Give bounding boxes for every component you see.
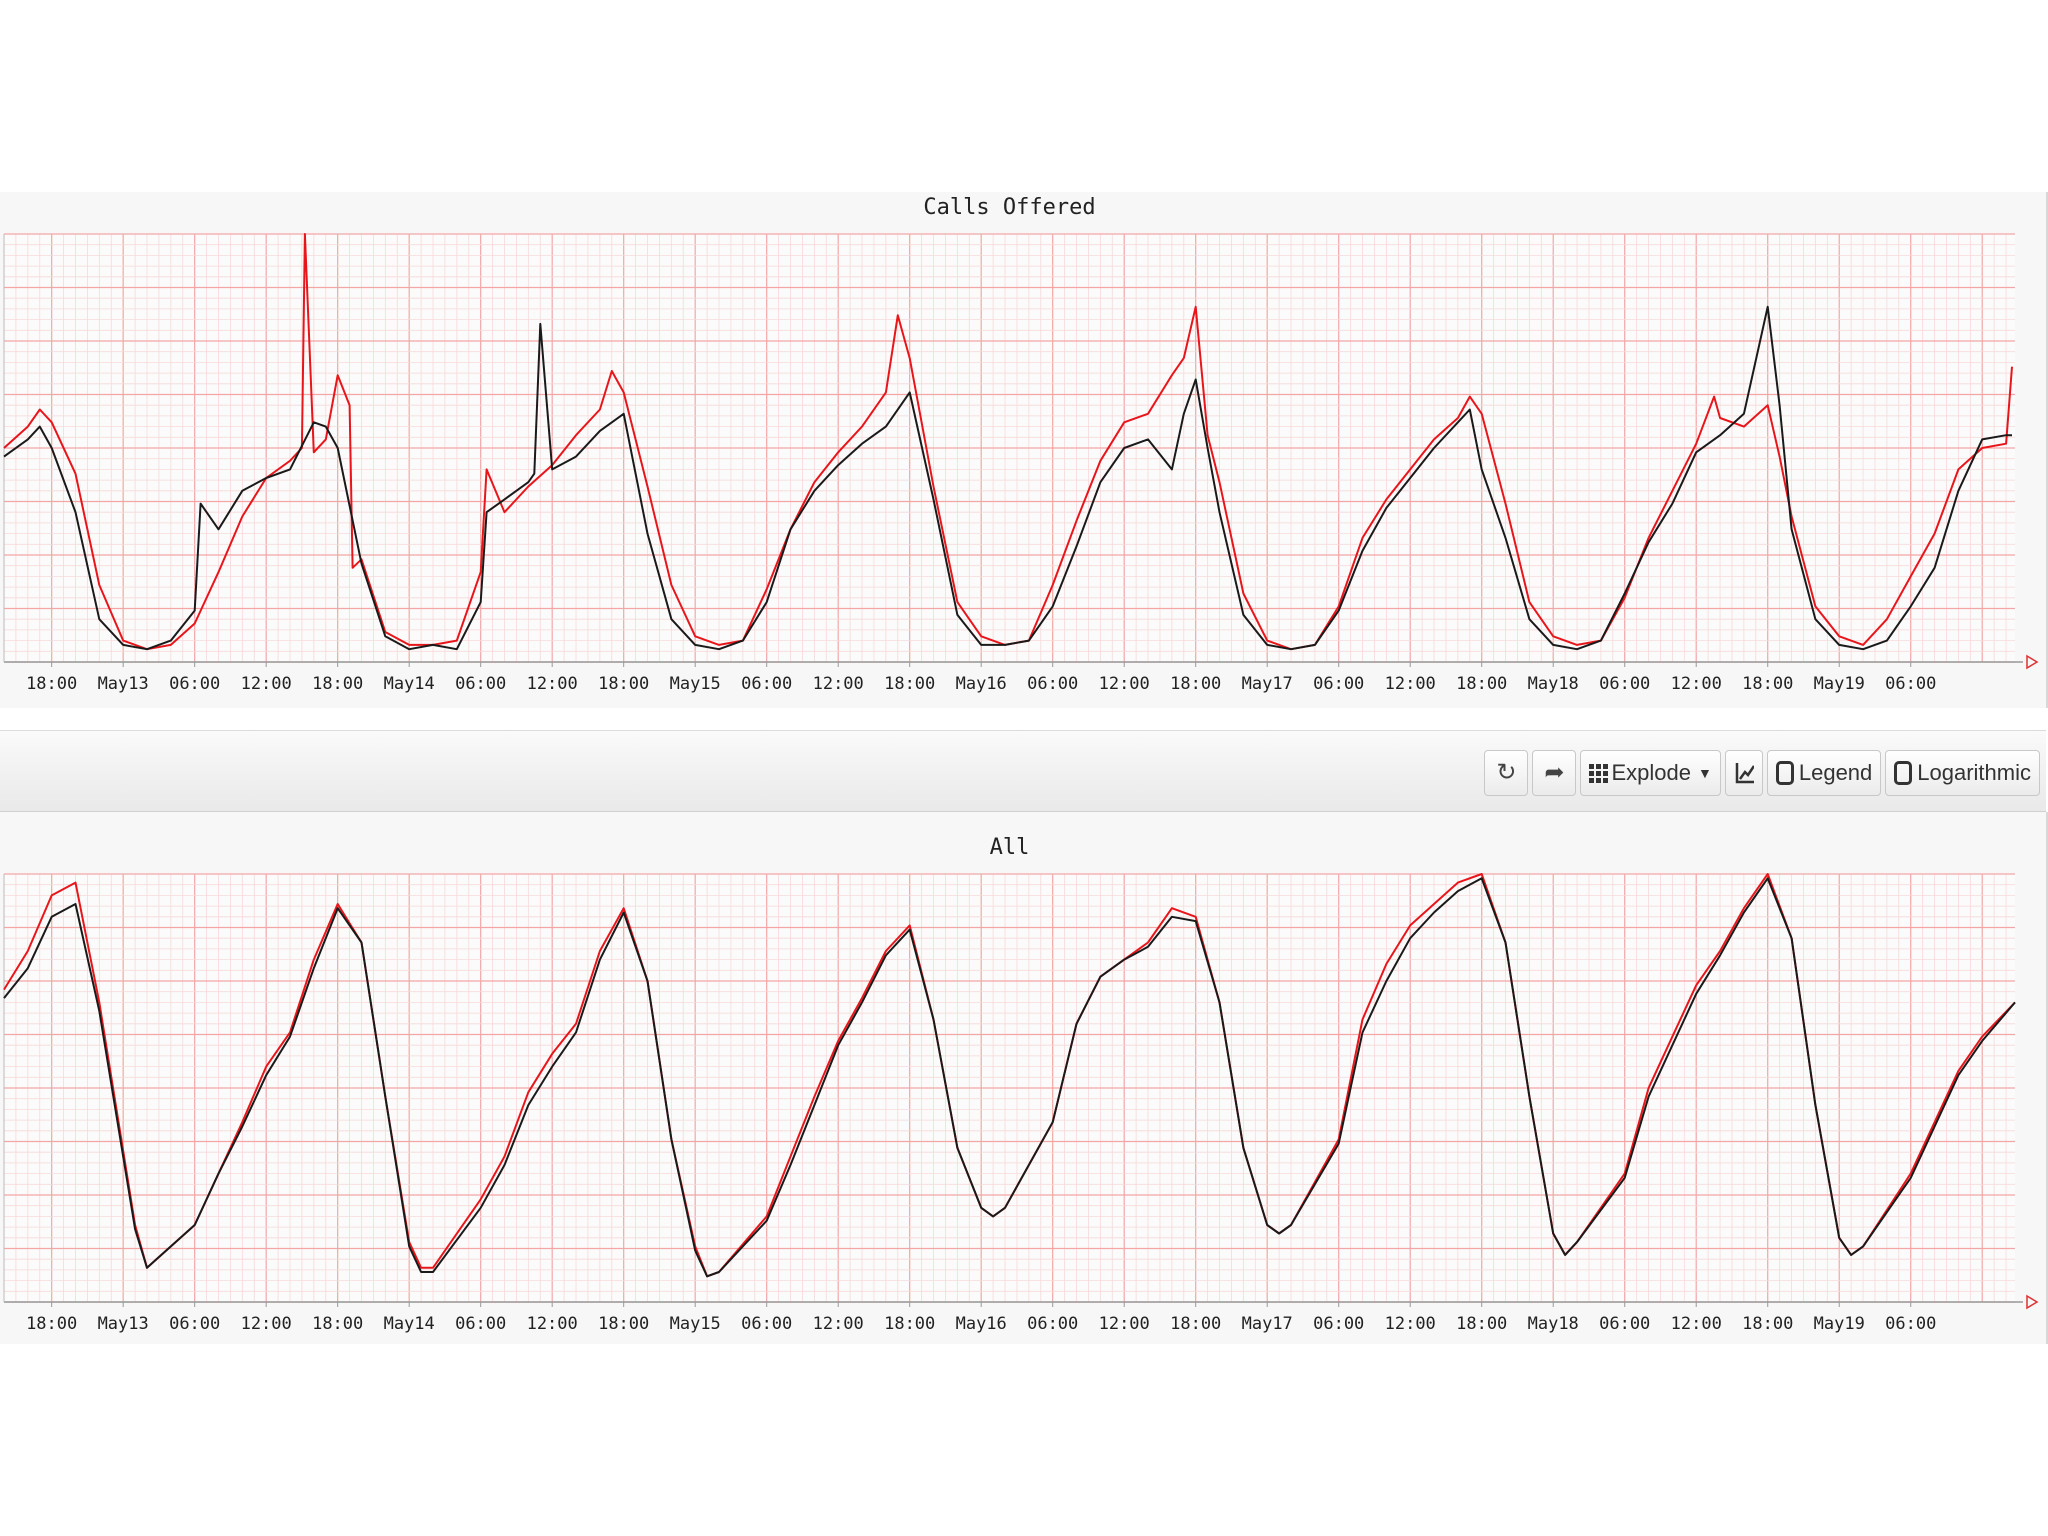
x-tick-label: 06:00	[741, 1314, 792, 1334]
x-tick-label: 12:00	[1671, 1314, 1722, 1334]
x-tick-label: 12:00	[241, 1314, 292, 1334]
x-tick-label: 18:00	[26, 1314, 77, 1334]
x-tick-label: May13	[98, 674, 149, 694]
x-tick-label: 06:00	[1599, 674, 1650, 694]
chart-type-button[interactable]	[1724, 750, 1763, 796]
x-tick-label: 06:00	[455, 1314, 506, 1334]
x-tick-label: 12:00	[241, 674, 292, 694]
series-line-black	[3, 305, 2012, 651]
legend-toggle[interactable]: Legend	[1766, 750, 1882, 796]
x-axis-arrow-icon	[2026, 654, 2039, 670]
series-line-red	[3, 233, 2013, 651]
x-tick-label: 06:00	[1027, 674, 1078, 694]
grid-icon	[1589, 763, 1609, 783]
x-tick-label: May13	[98, 1314, 149, 1334]
explode-label: Explode	[1611, 760, 1691, 785]
x-tick-label: 12:00	[813, 674, 864, 694]
calls-offered-chart: Calls Offered 18:00 May13 06:00 12:00 18:00 Ma…	[3, 195, 2039, 694]
line-chart-icon	[1735, 763, 1754, 784]
x-tick-label: 18:00	[598, 1314, 649, 1334]
x-tick-label: 18:00	[1456, 1314, 1507, 1334]
legend-label: Legend	[1798, 760, 1873, 785]
x-tick-label: May18	[1528, 674, 1579, 694]
x-tick-label: 06:00	[741, 674, 792, 694]
logarithmic-toggle[interactable]: Logarithmic	[1885, 750, 2040, 796]
x-tick-label: 12:00	[813, 1314, 864, 1334]
x-tick-label: May19	[1814, 674, 1865, 694]
x-tick-label: 18:00	[1742, 1314, 1793, 1334]
chevron-down-icon: ▼	[1698, 765, 1712, 781]
x-tick-label: 18:00	[598, 674, 649, 694]
x-tick-label: 06:00	[169, 1314, 220, 1334]
x-tick-label: 18:00	[1742, 674, 1793, 694]
x-tick-label: May15	[670, 1314, 721, 1334]
x-tick-label: 06:00	[455, 674, 506, 694]
x-tick-label: May16	[956, 674, 1007, 694]
chart-toolbar: ↻ ➦ Explode ▼ Legend Logarithmic	[1484, 750, 2040, 796]
share-button[interactable]: ➦	[1532, 750, 1577, 796]
x-tick-label: May14	[384, 1314, 435, 1334]
x-tick-label: 12:00	[1099, 1314, 1150, 1334]
x-tick-label: May15	[670, 674, 721, 694]
x-tick-label: 18:00	[26, 674, 77, 694]
x-tick-label: 18:00	[1456, 674, 1507, 694]
all-chart: All 18:00 May13 06:00 12:00 18:00 May14 06:00 12…	[3, 835, 2039, 1334]
x-tick-label: May16	[956, 1314, 1007, 1334]
x-tick-label: 12:00	[1099, 674, 1150, 694]
share-arrow-icon: ➦	[1544, 759, 1565, 786]
x-tick-label: May14	[384, 674, 435, 694]
x-tick-label: 12:00	[527, 1314, 578, 1334]
logarithmic-checkbox[interactable]	[1894, 761, 1913, 785]
x-tick-label: 06:00	[1885, 1314, 1936, 1334]
x-tick-label: 06:00	[1313, 674, 1364, 694]
x-tick-label: 18:00	[884, 674, 935, 694]
refresh-button[interactable]: ↻	[1484, 750, 1529, 796]
x-tick-label: May17	[1242, 674, 1293, 694]
x-tick-label: May19	[1814, 1314, 1865, 1334]
x-tick-label: 12:00	[1385, 674, 1436, 694]
refresh-icon: ↻	[1496, 759, 1517, 786]
x-tick-label: 06:00	[1599, 1314, 1650, 1334]
x-tick-label: 12:00	[1671, 674, 1722, 694]
calls-offered-panel: Calls Offered 18:00 May13 06:00 12:00 18:00 Ma…	[0, 192, 2048, 708]
all-panel: All 18:00 May13 06:00 12:00 18:00 May14 06:00 12…	[0, 812, 2048, 1344]
x-tick-label: 18:00	[312, 1314, 363, 1334]
x-axis-arrow-icon	[2026, 1294, 2039, 1310]
chart-title: All	[990, 835, 1030, 860]
x-tick-label: 06:00	[169, 674, 220, 694]
chart-title: Calls Offered	[923, 195, 1095, 220]
x-tick-label: 12:00	[527, 674, 578, 694]
x-tick-label: May17	[1242, 1314, 1293, 1334]
series-line-black	[3, 877, 2016, 1278]
x-tick-label: 18:00	[884, 1314, 935, 1334]
x-tick-label: May18	[1528, 1314, 1579, 1334]
x-tick-label: 12:00	[1385, 1314, 1436, 1334]
grid	[4, 873, 2015, 1303]
x-tick-label: 18:00	[312, 674, 363, 694]
x-tick-label: 06:00	[1885, 674, 1936, 694]
legend-checkbox[interactable]	[1775, 761, 1794, 785]
x-tick-label: 18:00	[1170, 1314, 1221, 1334]
x-tick-label: 06:00	[1313, 1314, 1364, 1334]
x-tick-label: 06:00	[1027, 1314, 1078, 1334]
x-tick-label: 18:00	[1170, 674, 1221, 694]
logarithmic-label: Logarithmic	[1917, 760, 2031, 785]
chart-toolbar-strip: ↻ ➦ Explode ▼ Legend Logarithmic	[0, 730, 2046, 812]
explode-dropdown-button[interactable]: Explode ▼	[1580, 750, 1721, 796]
grid	[4, 233, 2015, 663]
